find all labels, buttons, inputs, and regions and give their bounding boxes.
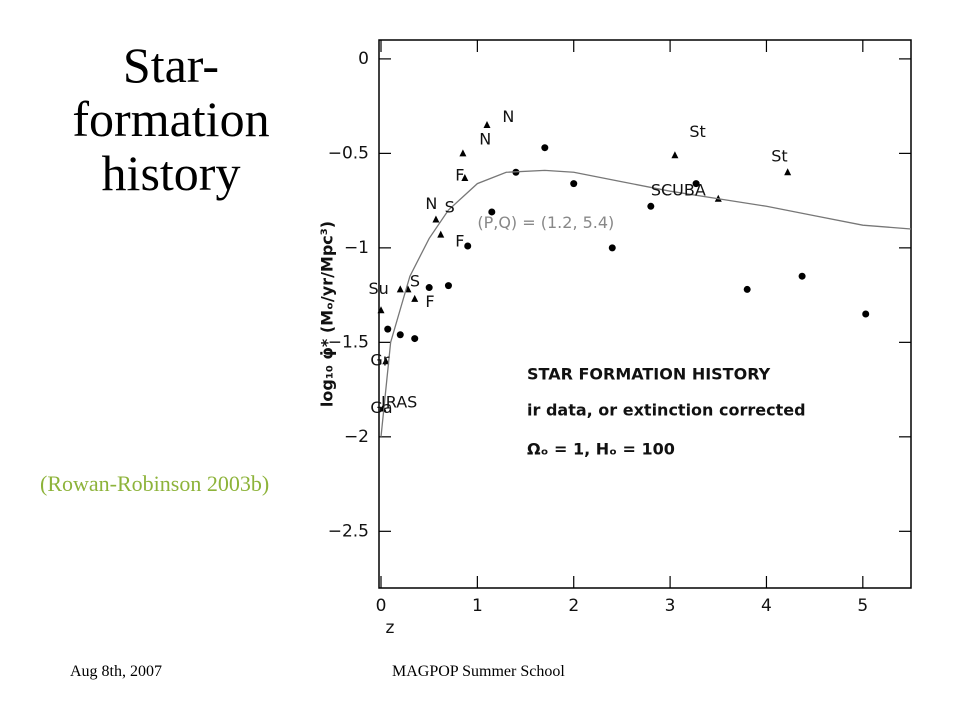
data-point (541, 144, 549, 152)
data-point (692, 180, 700, 188)
annotation: (P,Q) = (1.2, 5.4) (477, 213, 614, 232)
y-tick-label: −2.5 (328, 521, 369, 541)
annotation: N (425, 194, 437, 213)
data-point (396, 331, 404, 339)
y-tick-label: −1.5 (328, 332, 369, 352)
data-point (570, 180, 578, 188)
annotation: St (689, 122, 705, 141)
annotation: S (410, 271, 420, 290)
model-curve (380, 169, 912, 437)
footer-event: MAGPOP Summer School (392, 663, 565, 680)
y-axis-label: log₁₀ φ̇* (Mₒ/yr/Mpc³) (318, 221, 337, 407)
x-axis-label: z (386, 618, 395, 638)
data-point (382, 357, 390, 365)
citation: (Rowan-Robinson 2003b) (40, 471, 270, 496)
y-tick-label: −2 (344, 427, 369, 447)
footer-date: Aug 8th, 2007 (70, 663, 162, 680)
data-point (432, 215, 440, 223)
data-point (464, 242, 472, 250)
annotation: Su (368, 279, 388, 298)
annotation: St (771, 147, 787, 166)
data-point (743, 285, 751, 293)
data-point (784, 168, 792, 176)
box-text: Ωₒ = 1, Hₒ = 100 (527, 440, 675, 459)
data-point (488, 208, 496, 216)
data-point (377, 306, 385, 314)
annotation: F (425, 292, 434, 311)
x-tick-label: 2 (568, 596, 579, 616)
slide-title: Star-formation history (72, 37, 270, 201)
data-point (483, 121, 491, 129)
data-point (379, 404, 387, 412)
data-point (647, 202, 655, 210)
x-tick-label: 3 (665, 596, 676, 616)
annotation: F (455, 166, 464, 185)
y-tick-label: −0.5 (328, 143, 369, 163)
data-point (437, 230, 445, 238)
data-point (671, 151, 679, 159)
plot-frame (378, 39, 912, 589)
annotation: N (479, 130, 491, 149)
data-point (444, 282, 452, 290)
data-point (425, 284, 433, 292)
annotation: S (445, 198, 455, 217)
data-point (798, 272, 806, 280)
x-tick-label: 4 (761, 596, 772, 616)
data-point (461, 173, 469, 181)
data-point (411, 335, 419, 343)
data-point (459, 149, 467, 157)
data-point (608, 244, 616, 252)
annotation: IRAS (381, 392, 417, 411)
data-point (396, 285, 404, 293)
data-point (411, 294, 419, 302)
box-text: STAR FORMATION HISTORY (527, 365, 771, 384)
box-text: ir data, or extinction corrected (527, 401, 806, 420)
x-tick-label: 0 (376, 596, 387, 616)
annotation: F (455, 232, 464, 251)
annotation: N (502, 107, 514, 126)
x-tick-label: 5 (857, 596, 868, 616)
y-tick-label: 0 (358, 49, 369, 69)
x-tick-label: 1 (472, 596, 483, 616)
y-tick-label: −1 (344, 238, 369, 258)
annotation: Ga (370, 398, 392, 417)
annotation: SCUBA (651, 181, 706, 200)
data-point (384, 325, 392, 333)
annotation: Gr (370, 351, 389, 370)
data-point (862, 310, 870, 318)
